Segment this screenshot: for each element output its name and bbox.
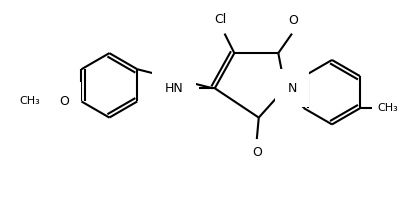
Text: Cl: Cl [214,13,227,26]
Text: N: N [287,82,297,95]
Text: O: O [252,146,262,159]
Text: O: O [288,14,298,27]
Text: HN: HN [165,82,184,95]
Text: O: O [59,95,69,108]
Text: CH₃: CH₃ [378,103,398,113]
Text: CH₃: CH₃ [20,96,40,106]
